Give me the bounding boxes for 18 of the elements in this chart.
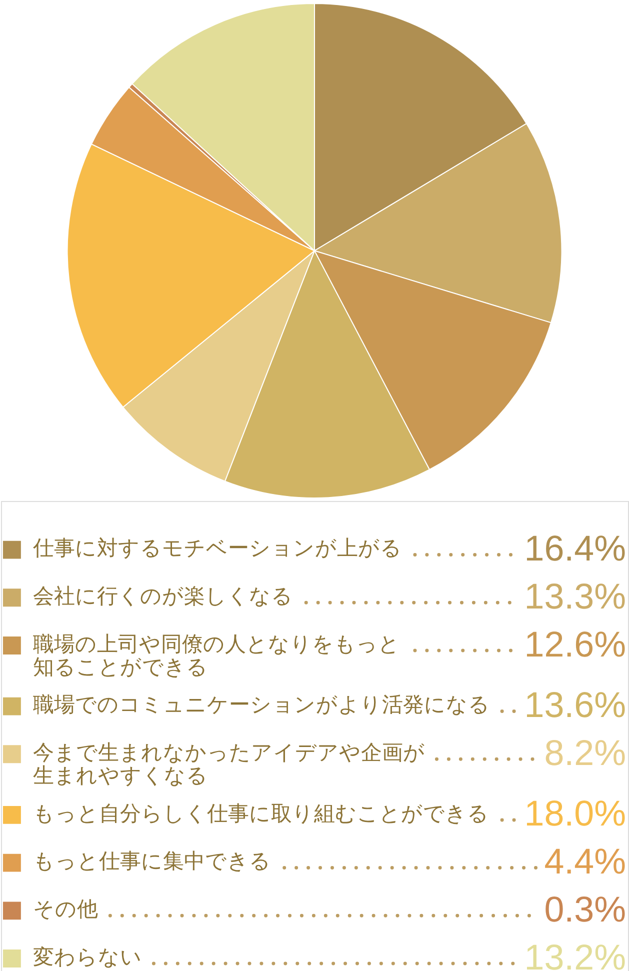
legend-label: 今まで生まれなかったアイデアや企画が生まれやすくなる	[32, 740, 425, 788]
legend-label: 職場でのコミュニケーションがより活発になる	[32, 692, 490, 717]
legend-label: 職場の上司や同僚の人となりをもっと知ることができる	[32, 632, 400, 679]
data-label: 18.0%	[524, 794, 626, 834]
data-label: 12.6%	[524, 624, 626, 664]
data-label: 8.2%	[544, 732, 626, 773]
data-label: 13.2%	[524, 937, 626, 971]
legend-label: 会社に行くのが楽しくなる	[32, 584, 293, 608]
data-label: 16.4%	[524, 528, 626, 569]
legend-label: 変わらない	[32, 944, 142, 969]
legend-label: その他	[32, 897, 98, 922]
data-label: 4.4%	[544, 842, 626, 882]
data-label: 13.3%	[524, 576, 626, 616]
legend-label: 仕事に対するモチベーションが上がる	[32, 536, 402, 560]
legend-label: もっと仕事に集中できる	[32, 849, 271, 874]
data-label: 0.3%	[544, 889, 626, 930]
data-label: 13.6%	[524, 685, 626, 726]
legend-label: もっと自分らしく仕事に取り組むことができる	[32, 801, 489, 826]
